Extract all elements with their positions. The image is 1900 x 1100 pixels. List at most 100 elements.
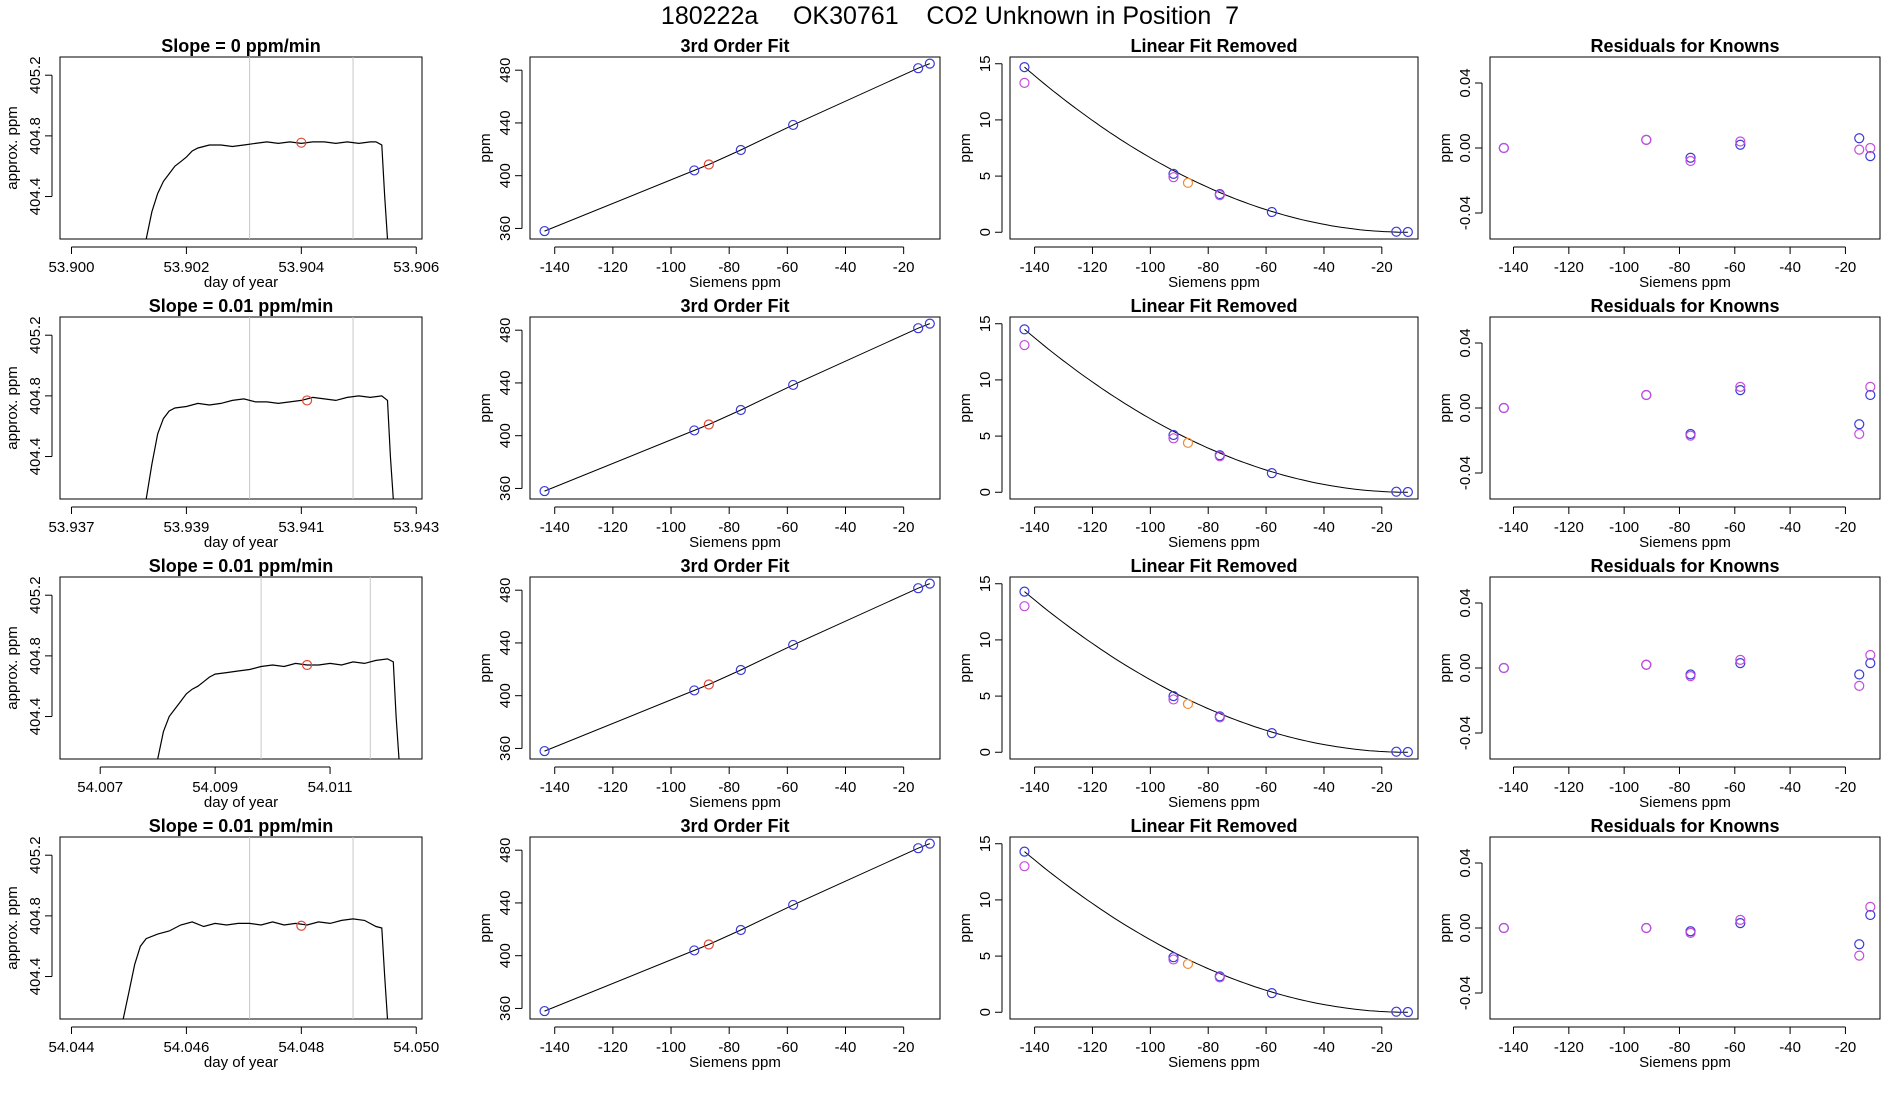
data-point [1498,922,1509,934]
y-axis-title: ppm [1437,653,1454,682]
data-point [913,323,924,334]
panel-title: 3rd Order Fit [680,556,789,576]
y-axis-title: ppm [957,133,974,162]
x-tick-label: 54.011 [308,779,353,796]
panel-title: Linear Fit Removed [1130,556,1297,576]
x-tick-label: -20 [1371,1039,1393,1056]
y-axis-title: approx. ppm [4,626,21,709]
x-tick-label: -100 [1135,1039,1165,1056]
y-tick-label: 0.00 [1457,133,1474,162]
y-tick-label: 440 [497,890,514,915]
panel-r3-c0: Slope = 0.01 ppm/min 54.044 54.046 54.048 54… [4,816,439,1071]
x-tick-label: -40 [835,779,857,796]
x-tick-label: -100 [1609,519,1639,536]
plot-area [145,57,389,239]
data-point [1685,927,1696,938]
x-tick-label: -120 [1077,259,1107,276]
x-tick-label: -100 [656,519,686,536]
x-axis-title: Siemens ppm [1639,1054,1731,1071]
x-axis-title: Siemens ppm [689,534,781,551]
x-tick-label: -60 [776,259,798,276]
y-tick-label: 0.04 [1457,848,1474,877]
x-tick-label: -120 [598,779,628,796]
data-point [1854,133,1865,144]
y-axis-title: ppm [957,393,974,422]
y-tick-label: 10 [977,112,994,129]
data-point [1685,152,1696,163]
data-point [1685,155,1696,167]
data-point [735,664,746,676]
x-tick-label: -20 [1371,519,1393,536]
data-point [1498,402,1509,414]
x-tick-label: -140 [1498,259,1528,276]
plot-area [1024,851,1408,1013]
plot-frame [59,316,423,500]
panel-r2-c2: Linear Fit Removed -140 -120 -100 -80 -60 -40 -… [957,556,1419,811]
y-tick-label: 10 [977,892,994,909]
data-point [1641,134,1652,145]
data-point [1402,486,1413,498]
x-tick-label: -100 [1609,1039,1639,1056]
data-point [1214,712,1225,723]
data-point [1019,62,1030,73]
ppm-trace [122,918,389,1019]
plot-area [544,323,930,492]
data-point [913,63,924,74]
plot-area [544,583,930,752]
plot-area [157,577,400,759]
x-tick-label: -20 [893,259,915,276]
fit-curve [1024,591,1408,753]
x-tick-label: -80 [718,779,740,796]
data-point [1168,172,1179,183]
fit-line [544,843,930,1012]
plot-frame [59,56,423,240]
x-tick-label: -60 [776,519,798,536]
y-tick-label: 360 [497,476,514,501]
plot-area [1024,66,1408,233]
y-tick-label: -0.04 [1457,196,1474,230]
data-point [1168,954,1179,965]
plot-frame [1009,316,1419,500]
data-point [539,485,550,497]
x-tick-label: -140 [540,779,570,796]
plot-frame [1489,576,1881,760]
x-tick-label: 53.906 [393,259,439,276]
data-point [539,225,550,237]
x-tick-label: -40 [835,519,857,536]
y-axis-title: ppm [1437,133,1454,162]
data-point [1019,861,1030,872]
x-tick-label: -40 [1313,1039,1335,1056]
data-point [1214,972,1225,983]
x-axis-title: Siemens ppm [1168,534,1260,551]
fit-curve [1024,851,1408,1013]
ppm-trace [145,141,389,239]
panel-r3-c1: 3rd Order Fit -140 -120 -100 -80 -60 -40 -20 Sie… [477,816,941,1071]
plot-frame [1009,56,1419,240]
panel-r3-c3: Residuals for Knowns -140 -120 -100 -80 -60 -4… [1437,816,1881,1071]
x-tick-label: 53.941 [278,519,324,536]
x-tick-label: 54.048 [278,1039,324,1056]
x-tick-label: -60 [1255,779,1277,796]
x-tick-label: 54.009 [192,779,238,796]
y-tick-label: 405.2 [27,56,44,94]
y-axis-title: approx. ppm [4,106,21,189]
panel-title: Residuals for Knowns [1590,556,1779,576]
panel-title: Slope = 0.01 ppm/min [149,816,334,836]
y-tick-label: 400 [497,163,514,188]
data-point [1019,601,1030,612]
x-tick-label: -80 [1669,779,1691,796]
y-axis-title: ppm [1437,913,1454,942]
plot-area [122,837,389,1019]
y-tick-label: 480 [497,318,514,343]
x-tick-label: -60 [1724,259,1746,276]
y-tick-label: 404.4 [27,438,44,476]
x-axis-title: Siemens ppm [689,794,781,811]
x-tick-label: -60 [1255,1039,1277,1056]
x-tick-label: -40 [835,1039,857,1056]
data-point [1685,430,1696,441]
x-tick-label: -140 [1020,779,1050,796]
data-point [788,639,799,651]
data-point [1402,746,1413,758]
x-tick-label: -120 [1077,779,1107,796]
